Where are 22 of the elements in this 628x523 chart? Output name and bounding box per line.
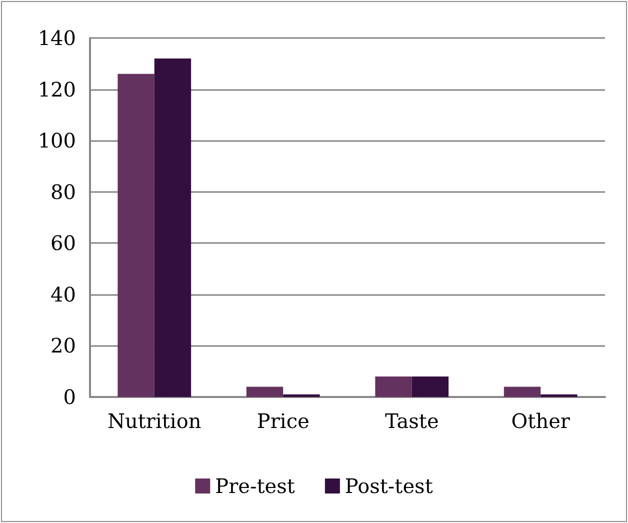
x-tick-label: Taste bbox=[384, 409, 439, 433]
x-tick-label: Price bbox=[256, 409, 310, 433]
y-tick-label: 120 bbox=[38, 77, 76, 102]
y-tick-label: 40 bbox=[50, 282, 76, 306]
y-tick-label: 0 bbox=[63, 385, 76, 409]
bar bbox=[504, 386, 541, 397]
bar bbox=[375, 376, 412, 397]
bar bbox=[118, 74, 154, 397]
y-tick-label: 100 bbox=[38, 128, 76, 153]
x-tick-label: Nutrition bbox=[108, 409, 202, 433]
bar bbox=[540, 394, 578, 397]
y-tick-label: 20 bbox=[50, 334, 76, 358]
x-tick-label: Other bbox=[511, 409, 570, 433]
y-tick-label: 60 bbox=[50, 231, 76, 256]
bar bbox=[246, 386, 284, 397]
bar bbox=[154, 58, 192, 397]
legend-label: Post-test bbox=[344, 474, 433, 498]
bar bbox=[412, 376, 449, 397]
y-tick-label: 140 bbox=[38, 26, 76, 50]
y-tick-label: 80 bbox=[50, 180, 76, 204]
legend-label: Pre-test bbox=[215, 474, 295, 498]
bar bbox=[283, 394, 320, 397]
